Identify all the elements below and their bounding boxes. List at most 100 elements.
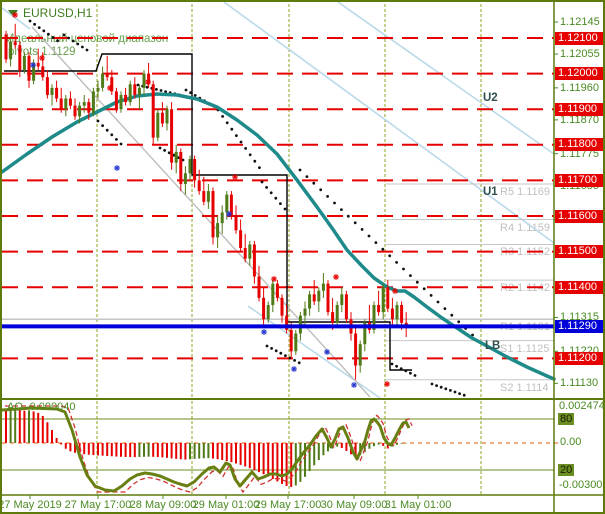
candle-body — [377, 305, 381, 313]
fractal-marker-dot — [273, 278, 275, 280]
sar-dot — [346, 214, 350, 218]
candle-body — [137, 87, 141, 95]
sar-dot — [167, 151, 171, 155]
candle-body — [151, 84, 155, 138]
candle-body — [257, 276, 261, 298]
candle-body — [114, 91, 118, 110]
sar-dot — [404, 369, 408, 373]
sar-dot — [443, 307, 447, 310]
candle-body — [183, 173, 187, 184]
osc-main-line — [2, 406, 411, 493]
sar-dot — [413, 374, 417, 377]
candle-body — [82, 102, 86, 106]
fractal-marker-dot — [228, 213, 230, 215]
fractal-marker-dot — [353, 384, 355, 386]
sar-dot — [450, 313, 454, 317]
candle-body — [68, 98, 72, 106]
sar-dot — [193, 94, 197, 97]
sar-dot — [395, 364, 398, 368]
candle-body — [22, 55, 26, 71]
candle-body — [78, 105, 82, 117]
fractal-marker-dot — [109, 87, 111, 89]
sar-dot — [395, 261, 398, 264]
sar-dot — [270, 347, 273, 350]
candle-body — [326, 283, 330, 313]
fractal-marker-dot — [147, 81, 149, 83]
sar-dot — [353, 221, 357, 225]
candle-body — [4, 34, 8, 60]
channel-line — [2, 7, 31, 30]
sar-dot — [436, 300, 440, 304]
fractal-marker-dot — [335, 276, 337, 278]
sar-dot — [56, 39, 59, 43]
candle-body — [400, 305, 404, 323]
sar-dot — [85, 48, 89, 52]
fractal-marker-dot — [386, 383, 388, 385]
candle-body — [285, 315, 289, 330]
sar-dot — [119, 142, 123, 146]
candle-body — [96, 87, 100, 92]
candle-body — [294, 333, 298, 352]
candle-body — [13, 41, 17, 46]
sar-dot — [37, 26, 41, 29]
sar-dot — [158, 146, 162, 150]
fractal-marker-dot — [14, 14, 16, 16]
candle-body — [160, 112, 164, 124]
sar-dot — [47, 32, 50, 36]
sar-dot — [409, 371, 412, 375]
sar-dot — [62, 33, 66, 37]
candle-body — [206, 191, 210, 202]
candle-body — [119, 94, 123, 110]
candle-body — [390, 308, 394, 320]
fractal-marker-dot — [293, 368, 295, 370]
candle-body — [202, 191, 206, 202]
candle-body — [165, 109, 169, 124]
sar-dot — [189, 91, 193, 95]
candle-body — [211, 191, 215, 238]
sar-dot — [319, 188, 323, 192]
sar-dot — [136, 83, 140, 87]
sar-dot — [298, 168, 302, 172]
sar-dot — [367, 234, 371, 238]
candle-body — [354, 333, 358, 366]
sar-dot — [230, 127, 234, 131]
fractal-marker-dot — [116, 167, 118, 169]
sar-dot — [163, 149, 167, 152]
sar-dot — [67, 36, 70, 40]
candle-body — [91, 91, 95, 113]
candle-body — [55, 87, 59, 99]
sar-dot — [96, 119, 100, 123]
sar-dot — [253, 159, 257, 163]
candle-body — [243, 248, 247, 259]
candle-body — [18, 45, 22, 71]
candle-body — [73, 105, 77, 117]
sar-dot — [279, 202, 282, 206]
channel-line — [337, 2, 555, 155]
sar-dot — [115, 138, 118, 141]
candle-body — [303, 308, 307, 316]
candle-body — [340, 294, 344, 305]
sar-dot — [422, 287, 426, 291]
channel-line — [247, 305, 381, 399]
sar-dot — [274, 196, 278, 200]
sar-dot — [449, 389, 452, 392]
sar-dot — [340, 208, 343, 212]
candle-body — [193, 159, 197, 181]
sar-dot — [435, 384, 438, 387]
sar-dot — [360, 228, 364, 231]
candle-body — [101, 73, 105, 88]
candle-body — [335, 305, 339, 323]
sar-dot — [258, 166, 261, 170]
candle-body — [188, 159, 192, 174]
candle-body — [344, 294, 348, 320]
sar-dot — [381, 247, 385, 251]
sar-dot — [269, 191, 273, 195]
sar-dot — [101, 124, 104, 127]
candle-body — [87, 102, 91, 113]
sar-dot — [235, 134, 238, 138]
candle-body — [142, 73, 146, 88]
candle-body — [248, 244, 252, 259]
candle-body — [266, 305, 270, 320]
sar-dot — [462, 393, 466, 397]
